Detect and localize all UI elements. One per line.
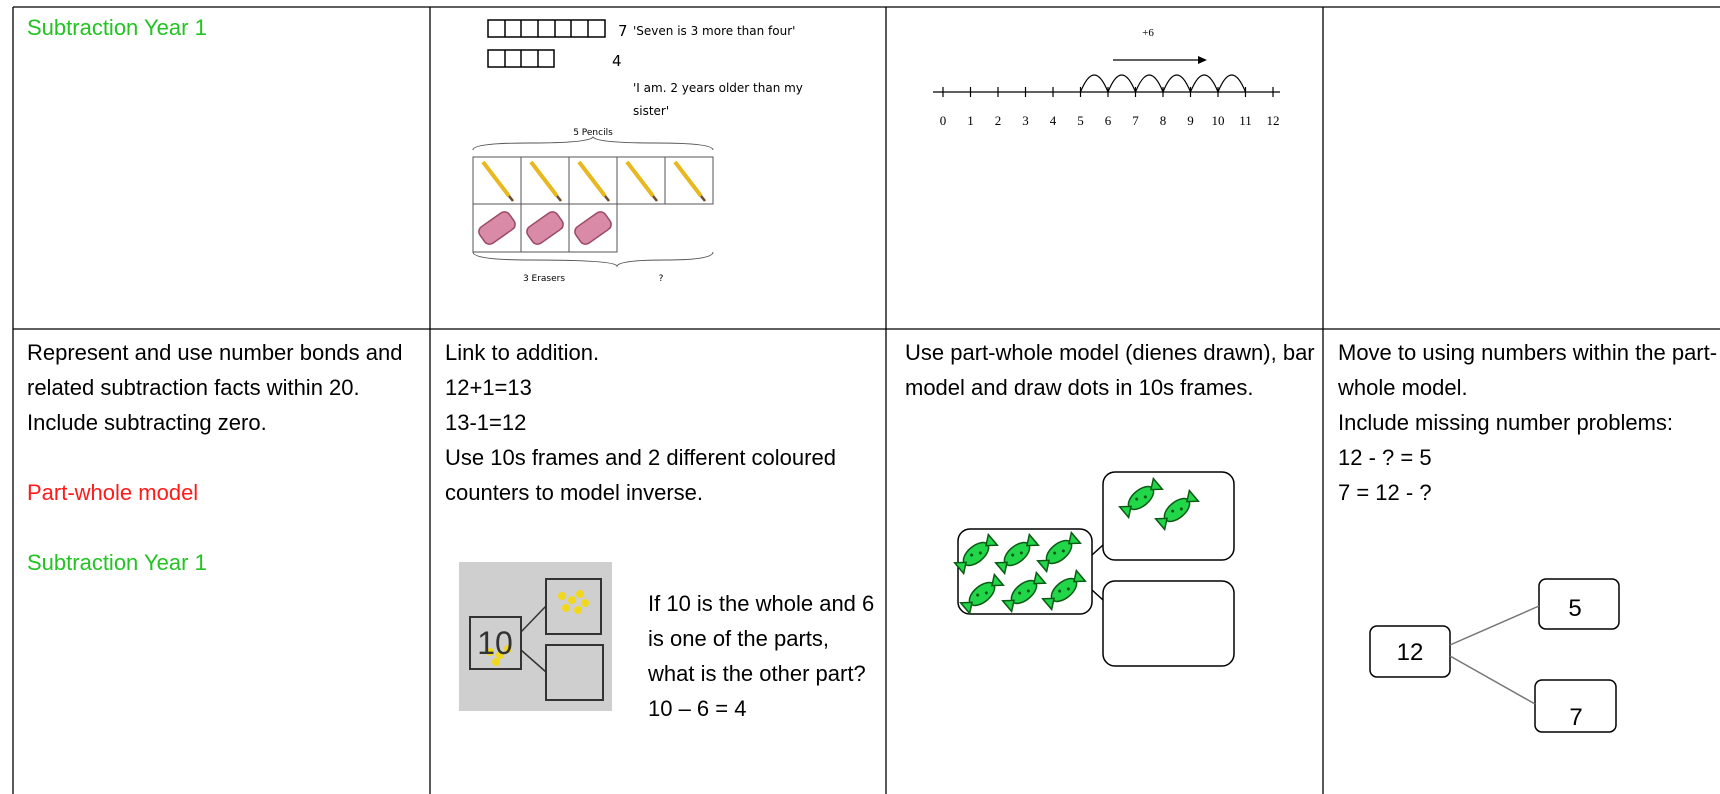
jump-arc [1134,74,1164,93]
question: If 10 is the whole and 6 is one of the p… [648,591,875,686]
number-label: 3 [1022,113,1029,128]
statement: sister' [633,104,669,118]
bar-label: 4 [612,52,622,70]
statement: 'I am. 2 years older than my [633,81,803,95]
number-label: 0 [940,113,947,128]
number-label: 1 [967,113,974,128]
text-line: Use 10s frames and 2 different coloured … [445,445,836,505]
bar-caption: 5 Pencils [573,128,613,138]
answer: 10 – 6 = 4 [648,696,747,721]
jump-arc [1079,74,1109,93]
part-whole-diagram [957,471,1235,667]
text-line: 13-1=12 [445,410,527,435]
question-cell: If 10 is the whole and 6 is one of the p… [648,586,878,726]
part-whole-text: Use part-whole model (dienes drawn), bar… [905,340,1315,400]
number-label: 10 [1212,113,1225,128]
number-label: 9 [1187,113,1194,128]
missing-number-cell: Move to using numbers within the part-wh… [1338,335,1718,510]
jump-arc [1217,74,1247,93]
number-label: 5 [1077,113,1084,128]
photo: 10 [459,562,612,711]
heading: Subtraction Year 1 [27,550,207,575]
addition-cell: Link to addition. 12+1=13 13-1=12 Use 10s f… [445,335,870,510]
heading: Subtraction Year 1 [27,15,207,40]
bar-caption: ? [659,274,664,284]
pencil-grid [472,136,714,268]
text-line: 12 - ? = 5 [1338,445,1432,470]
number-label: 7 [1132,113,1139,128]
number-label: 4 [1050,113,1057,128]
jump-label: +6 [1142,27,1154,39]
text-line: Include missing number problems: [1338,410,1674,435]
number-label: 12 [1267,113,1280,128]
number-label: 6 [1105,113,1112,128]
erasers [475,208,615,248]
jump-arc [1162,74,1192,93]
jump-arc [1189,74,1219,93]
text-line: Move to using numbers within the part-wh… [1338,340,1718,400]
part-number: 5 [1568,595,1581,622]
number-label: 11 [1239,113,1252,128]
missing-number-diagram [1369,578,1620,733]
pencils [481,160,707,203]
objective-cell: Represent and use number bonds and relat… [27,335,412,580]
part-number: 7 [1569,704,1582,731]
statement: 'Seven is 3 more than four' [633,24,795,38]
objective: Represent and use number bonds and relat… [27,340,403,435]
model-name: Part-whole model [27,480,199,505]
whole-number: 12 [1397,639,1424,666]
sweets [953,476,1200,616]
table-grid [12,6,1720,794]
text-line: Link to addition. [445,340,600,365]
number-line: +6 0 1 2 3 4 5 6 7 8 9 10 11 12 [933,27,1280,128]
bar-model [487,19,606,68]
bar-label: 7 [618,22,628,40]
text-line: 7 = 12 - ? [1338,480,1432,505]
jump-arc [1107,74,1137,93]
text-line: 12+1=13 [445,375,532,400]
photo-label: 10 [477,625,513,661]
number-label: 8 [1160,113,1167,128]
number-label: 2 [995,113,1002,128]
bar-caption: 3 Erasers [523,274,565,284]
